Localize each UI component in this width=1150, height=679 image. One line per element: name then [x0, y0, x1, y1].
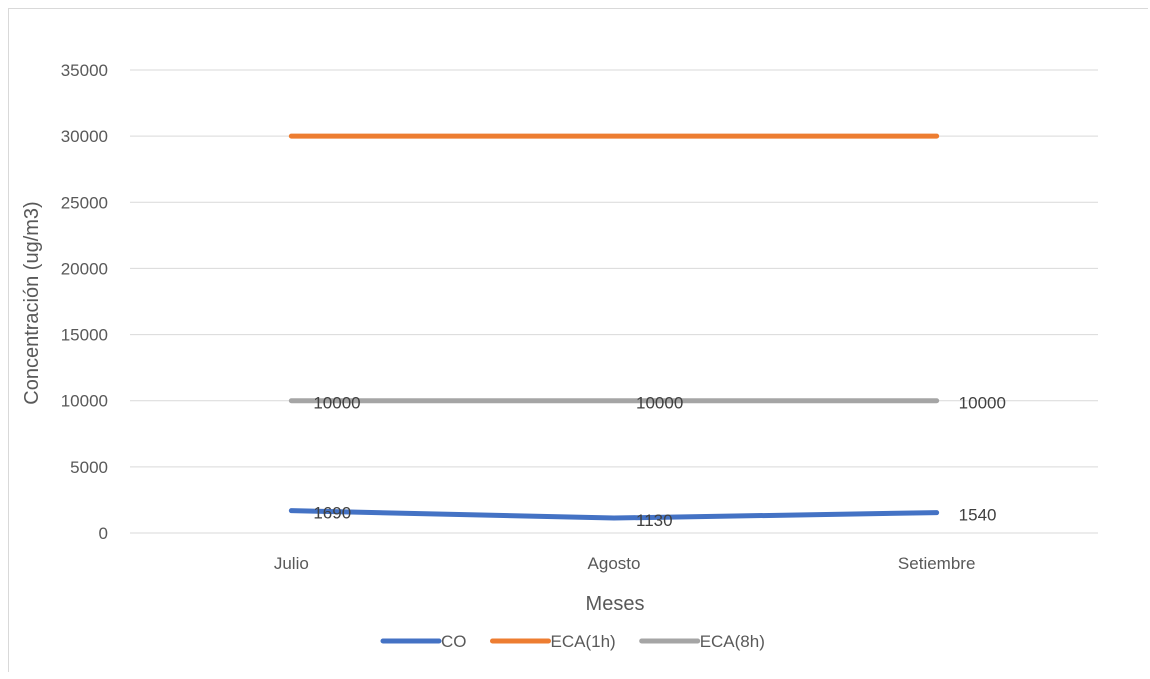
y-axis-title: Concentración (ug/m3)	[21, 201, 43, 404]
legend-item: ECA(8h)	[639, 632, 765, 651]
series-lines	[288, 133, 940, 521]
data-label: 10000	[636, 394, 683, 413]
legend-item: ECA(1h)	[490, 632, 616, 651]
y-tick-label: 35000	[61, 61, 108, 80]
data-label: 1690	[313, 504, 351, 523]
data-labels: 1690 1130 1540 10000 10000 10000	[313, 394, 1006, 530]
chart-frame	[8, 8, 1148, 672]
legend-label: ECA(8h)	[700, 632, 765, 651]
y-tick-label: 0	[99, 524, 108, 543]
data-label: 1540	[959, 506, 997, 525]
data-label: 1130	[636, 511, 673, 530]
y-tick-label: 25000	[61, 193, 108, 212]
data-label: 10000	[959, 394, 1006, 413]
x-tick-label: Agosto	[588, 554, 641, 573]
x-tick-label: Julio	[274, 554, 309, 573]
legend-item: CO	[380, 632, 467, 651]
x-tick-label: Setiembre	[898, 554, 975, 573]
legend-label: CO	[441, 632, 467, 651]
y-axis-ticks: 0 5000 10000 15000 20000 25000 30000 35000	[61, 61, 108, 543]
x-axis-ticks: Julio Agosto Setiembre	[274, 554, 976, 573]
y-tick-label: 30000	[61, 127, 108, 146]
series-line-co	[288, 508, 940, 521]
x-axis-title: Meses	[586, 593, 645, 615]
y-tick-label: 15000	[61, 326, 108, 345]
data-label: 10000	[313, 394, 360, 413]
legend-label: ECA(1h)	[551, 632, 616, 651]
y-tick-label: 20000	[61, 259, 108, 278]
y-tick-label: 10000	[61, 392, 108, 411]
legend: CO ECA(1h) ECA(8h)	[380, 632, 765, 651]
y-tick-label: 5000	[70, 458, 108, 477]
